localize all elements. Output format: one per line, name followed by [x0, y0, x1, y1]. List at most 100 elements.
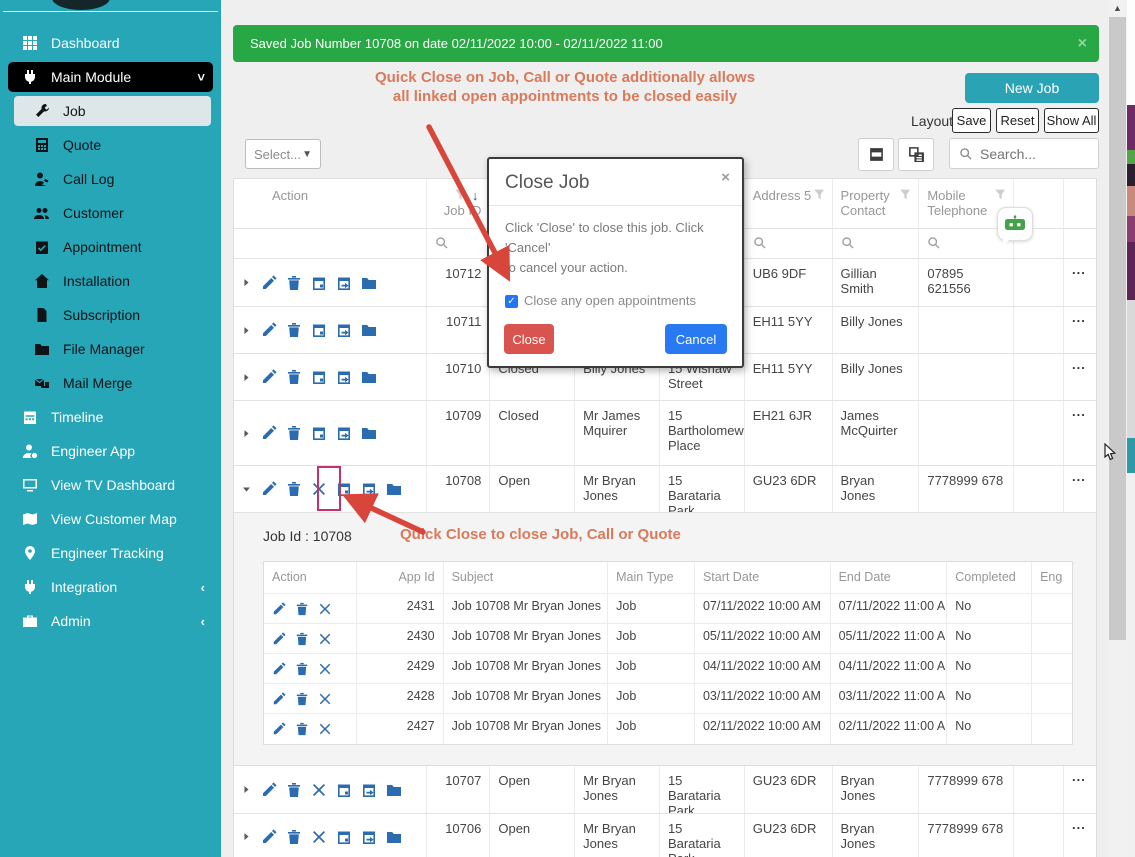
filter-cell-property-contact[interactable]	[833, 229, 920, 258]
sidebar-item-timeline[interactable]: Timeline	[0, 400, 221, 434]
delete-icon[interactable]	[295, 722, 309, 736]
sidebar-item-quote[interactable]: Quote	[0, 128, 221, 162]
calendar-icon[interactable]	[336, 782, 352, 798]
select-dropdown[interactable]: Select... ▼	[245, 139, 321, 169]
sidebar-item-subscription[interactable]: Subscription	[0, 298, 221, 332]
filter-funnel-icon[interactable]	[899, 188, 912, 201]
checkbox-checked-icon[interactable]: ✓	[505, 294, 518, 308]
row-menu-button[interactable]: ...	[1072, 262, 1086, 277]
quick-close-icon[interactable]	[311, 782, 327, 798]
edit-icon[interactable]	[272, 722, 286, 736]
sidebar-item-call-log[interactable]: Call Log	[0, 162, 221, 196]
expand-caret-icon[interactable]	[241, 372, 252, 383]
edit-icon[interactable]	[272, 601, 286, 616]
modal-cancel-button[interactable]: Cancel	[665, 324, 727, 354]
calendar-icon[interactable]	[336, 829, 352, 845]
sidebar-item-mail-merge[interactable]: Mail Merge	[0, 366, 221, 400]
column-header-start-date[interactable]: Start Date	[695, 562, 831, 593]
edit-icon[interactable]	[261, 274, 277, 291]
edit-icon[interactable]	[261, 481, 277, 497]
row-menu-button[interactable]: ...	[1072, 469, 1086, 484]
calendar-export-icon[interactable]	[336, 322, 352, 338]
quick-close-icon[interactable]	[318, 692, 332, 706]
delete-icon[interactable]	[286, 782, 302, 798]
column-header-app-id[interactable]: App Id	[357, 562, 444, 593]
column-header-property-contact[interactable]: Property Contact	[833, 179, 920, 228]
robot-chat-icon[interactable]	[997, 207, 1033, 246]
quick-close-icon[interactable]	[318, 632, 332, 646]
banner-close-icon[interactable]: ×	[1077, 35, 1087, 52]
column-header-completed[interactable]: Completed	[947, 562, 1033, 593]
vertical-scrollbar[interactable]: ▲	[1108, 0, 1127, 857]
column-header-main-type[interactable]: Main Type	[608, 562, 695, 593]
edit-icon[interactable]	[261, 828, 277, 845]
calendar-export-icon[interactable]	[361, 481, 377, 497]
row-menu-button[interactable]: ...	[1072, 310, 1086, 325]
delete-icon[interactable]	[286, 322, 302, 338]
expand-caret-icon[interactable]	[241, 277, 252, 288]
calendar-export-icon[interactable]	[336, 369, 352, 385]
folder-icon[interactable]	[386, 782, 402, 798]
column-header-end-date[interactable]: End Date	[831, 562, 948, 593]
filter-cell-address5[interactable]	[745, 229, 833, 258]
sidebar-item-engineer-app[interactable]: Engineer App	[0, 434, 221, 468]
calendar-icon[interactable]	[336, 481, 352, 497]
layout-reset-button[interactable]: Reset	[996, 108, 1039, 133]
delete-icon[interactable]	[295, 662, 309, 676]
sidebar-item-view-customer-map[interactable]: View Customer Map	[0, 502, 221, 536]
edit-icon[interactable]	[272, 631, 286, 646]
sidebar-item-appointment[interactable]: Appointment	[0, 230, 221, 264]
delete-icon[interactable]	[295, 692, 309, 706]
calendar-export-icon[interactable]	[336, 425, 352, 441]
delete-icon[interactable]	[286, 425, 302, 441]
quick-close-icon[interactable]	[318, 722, 332, 736]
delete-icon[interactable]	[295, 632, 309, 646]
expand-caret-icon[interactable]	[241, 325, 252, 336]
scrollbar-thumb[interactable]	[1109, 17, 1126, 640]
calendar-icon[interactable]	[311, 369, 327, 385]
collapse-caret-icon[interactable]	[241, 484, 252, 495]
calendar-export-icon[interactable]	[361, 829, 377, 845]
filter-cell-job-id[interactable]	[427, 229, 491, 258]
edit-icon[interactable]	[261, 369, 277, 385]
search-box[interactable]	[949, 138, 1099, 169]
folder-icon[interactable]	[386, 481, 402, 497]
expand-caret-icon[interactable]	[241, 428, 252, 439]
quick-close-icon[interactable]	[311, 481, 327, 497]
calendar-icon[interactable]	[311, 322, 327, 338]
edit-icon[interactable]	[272, 691, 286, 706]
sidebar-item-main-module[interactable]: Main Module ˅	[0, 60, 221, 94]
column-header-job-id[interactable]: ↓ Job ID	[427, 179, 491, 228]
filter-cell-mobile-telephone[interactable]	[919, 229, 1015, 258]
calendar-icon[interactable]	[311, 275, 327, 291]
sidebar-item-admin[interactable]: Admin ‹	[0, 604, 221, 638]
expand-caret-icon[interactable]	[241, 784, 252, 795]
folder-icon[interactable]	[361, 275, 377, 291]
new-job-button[interactable]: New Job	[965, 73, 1099, 103]
layout-save-button[interactable]: Save	[952, 108, 991, 133]
delete-icon[interactable]	[286, 481, 302, 497]
edit-icon[interactable]	[272, 661, 286, 676]
column-header-engineer[interactable]: Eng	[1040, 570, 1063, 584]
column-header-mobile-telephone[interactable]: Mobile Telephone	[919, 179, 1015, 228]
column-header-subject[interactable]: Subject	[444, 562, 609, 593]
calendar-icon[interactable]	[311, 425, 327, 441]
column-header-action[interactable]: Action	[264, 562, 357, 593]
layout-show-all-button[interactable]: Show All	[1044, 108, 1099, 133]
modal-close-button[interactable]: Close	[504, 324, 554, 354]
delete-icon[interactable]	[295, 602, 309, 616]
row-menu-button[interactable]: ...	[1072, 404, 1086, 419]
delete-icon[interactable]	[286, 275, 302, 291]
delete-icon[interactable]	[286, 369, 302, 385]
edit-icon[interactable]	[261, 322, 277, 338]
filter-funnel-icon[interactable]	[994, 188, 1007, 201]
column-header-address5[interactable]: Address 5	[745, 179, 833, 228]
sidebar-item-installation[interactable]: Installation	[0, 264, 221, 298]
sidebar-item-job[interactable]: Job	[0, 94, 221, 128]
delete-icon[interactable]	[286, 829, 302, 845]
row-menu-button[interactable]: ...	[1072, 769, 1086, 784]
folder-icon[interactable]	[386, 829, 402, 845]
folder-icon[interactable]	[361, 425, 377, 441]
sidebar-item-engineer-tracking[interactable]: Engineer Tracking	[0, 536, 221, 570]
sidebar-item-file-manager[interactable]: File Manager	[0, 332, 221, 366]
